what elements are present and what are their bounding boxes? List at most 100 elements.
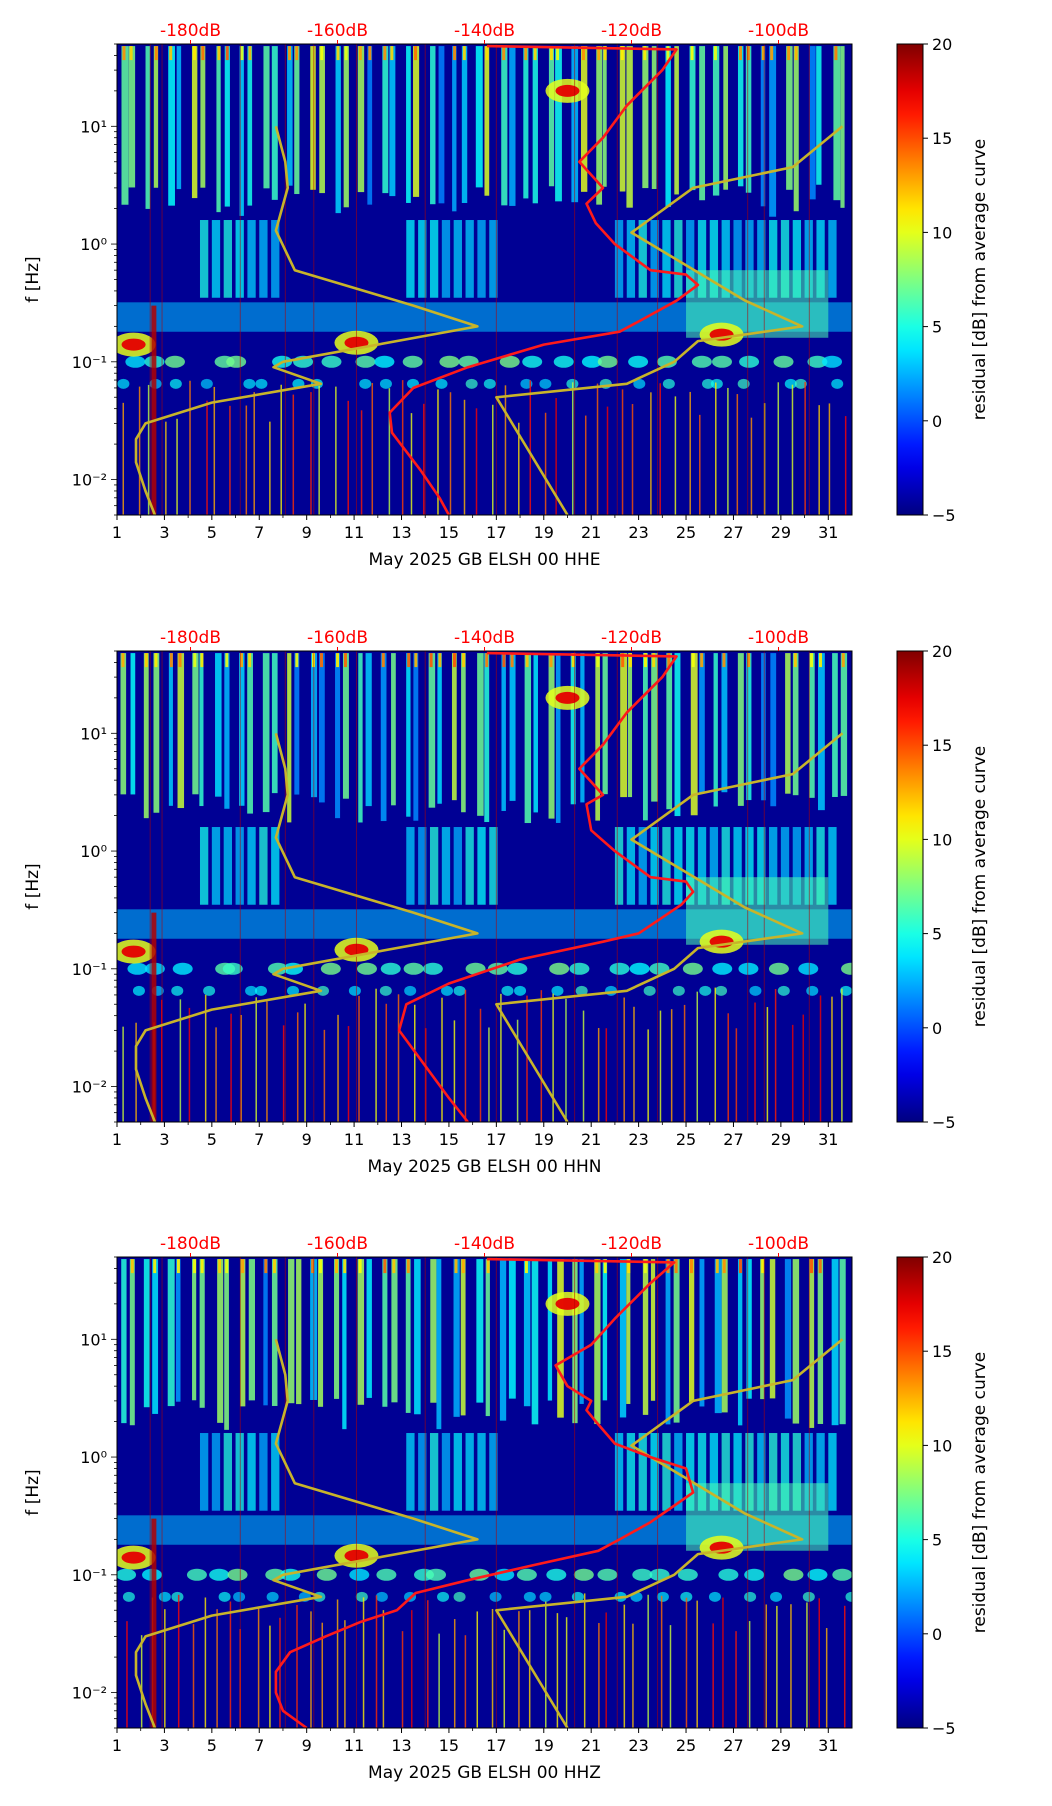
y-tick-label: 10¹ [80,724,107,743]
colorbar-tick-label: 20 [932,35,952,54]
curve-nlnm-high-freq [495,1338,844,1728]
hot-spot-core [121,945,146,958]
colorbar-label: residual [dB] from average curve [970,1352,990,1633]
colorbar: −5 0 5 10 15 20 residual [dB] from average cur… [896,1248,990,1738]
heatmap-area [117,1257,852,1728]
y-tick-label: 10⁻² [72,471,107,490]
colorbar-tick-label: 5 [932,925,942,944]
strong-column [151,305,157,515]
colorbar: −5 0 5 10 15 20 residual [dB] from average cur… [896,642,990,1132]
heatmap-texture [117,1259,852,1728]
curve-nhnm [388,44,700,515]
y-tick-label: 10⁻² [72,1078,107,1097]
y-axis-label: f [Hz] [23,863,43,909]
x-tick-label: 11 [344,1736,364,1755]
db-tick-label: -180dB [160,21,221,41]
y-tick-label: 10¹ [80,1330,107,1349]
colorbar-tick-label: 10 [932,1436,952,1455]
x-tick-label: 11 [344,523,364,542]
hot-spot-core [555,691,580,704]
x-tick-label: 19 [534,1130,554,1149]
x-tick-label: 13 [391,1130,411,1149]
db-tick-label: -160dB [307,628,368,648]
x-tick-label: 23 [628,523,648,542]
colorbar-tick-label: 0 [932,1019,942,1038]
colorbar-tick-label: 0 [932,1625,942,1644]
y-tick-label: 10⁻² [72,1684,107,1703]
colorbar-tick-label: 15 [932,1342,952,1361]
colorbar-tick-label: 15 [932,736,952,755]
curve-nlnm-high-freq [495,732,844,1122]
x-tick-label: 21 [581,523,601,542]
colorbar-tick-label: 10 [932,223,952,242]
x-tick-label: 15 [439,523,459,542]
db-tick-label: -100dB [748,1234,809,1254]
hot-spot-core [555,84,580,97]
curve-nlnm-high-freq [495,125,844,515]
hot-spot-core [555,1297,580,1310]
colorbar-label: residual [dB] from average curve [970,746,990,1027]
x-tick-label: 1 [112,1736,122,1755]
colorbar-gradient [896,650,924,1123]
db-tick-label: -160dB [307,1234,368,1254]
colorbar: −5 0 5 10 15 20 residual [dB] from average cur… [896,35,990,525]
x-tick-label: 29 [771,523,791,542]
x-tick-label: 23 [628,1130,648,1149]
y-axis-label: f [Hz] [23,256,43,302]
db-tick-label: -140dB [454,21,515,41]
x-tick-label: 31 [818,1736,838,1755]
colorbar-tick-label: −5 [932,506,956,525]
curve-nlnm [134,125,479,515]
y-tick-label: 10⁰ [80,1448,107,1467]
colorbar-tick-label: 5 [932,1531,942,1550]
curve-nhnm [397,651,695,1122]
hot-spot-core [121,1551,146,1564]
db-tick-label: -120dB [601,21,662,41]
colorbar-tick-label: 10 [932,830,952,849]
x-axis-label: May 2025 GB ELSH 00 HHZ [368,1763,601,1783]
db-tick-label: -100dB [748,21,809,41]
strong-column [151,1518,157,1728]
y-tick-label: 10⁰ [80,235,107,254]
x-tick-label: 25 [676,523,696,542]
colorbar-gradient [896,1256,924,1729]
heatmap-area [117,44,852,515]
db-tick-label: -140dB [454,1234,515,1254]
colorbar-tick-label: −5 [932,1113,956,1132]
x-tick-label: 9 [302,523,312,542]
x-tick-label: 17 [486,1130,506,1149]
db-tick-label: -120dB [601,628,662,648]
x-tick-label: 27 [723,1130,743,1149]
db-tick-label: -140dB [454,628,515,648]
x-tick-label: 5 [207,523,217,542]
x-tick-label: 1 [112,523,122,542]
x-tick-label: 13 [391,1736,411,1755]
x-tick-label: 17 [486,1736,506,1755]
curve-nlnm [134,1338,479,1728]
x-tick-label: 31 [818,523,838,542]
x-tick-label: 19 [534,523,554,542]
x-tick-label: 7 [254,1736,264,1755]
colorbar-tick-label: 20 [932,1248,952,1267]
colorbar-tick-label: 20 [932,642,952,661]
x-tick-label: 7 [254,523,264,542]
x-tick-label: 29 [771,1130,791,1149]
x-tick-label: 31 [818,1130,838,1149]
x-axis-label: May 2025 GB ELSH 00 HHE [369,550,601,570]
y-tick-label: 10⁰ [80,842,107,861]
x-tick-label: 21 [581,1130,601,1149]
x-tick-label: 17 [486,523,506,542]
db-tick-label: -180dB [160,628,221,648]
x-tick-label: 3 [159,523,169,542]
x-tick-label: 21 [581,1736,601,1755]
colorbar-gradient [896,43,924,516]
x-tick-label: 27 [723,1736,743,1755]
x-tick-label: 25 [676,1736,696,1755]
y-tick-label: 10⁻¹ [72,1566,107,1585]
x-tick-label: 15 [439,1130,459,1149]
x-tick-label: 15 [439,1736,459,1755]
colorbar-label: residual [dB] from average curve [970,139,990,420]
